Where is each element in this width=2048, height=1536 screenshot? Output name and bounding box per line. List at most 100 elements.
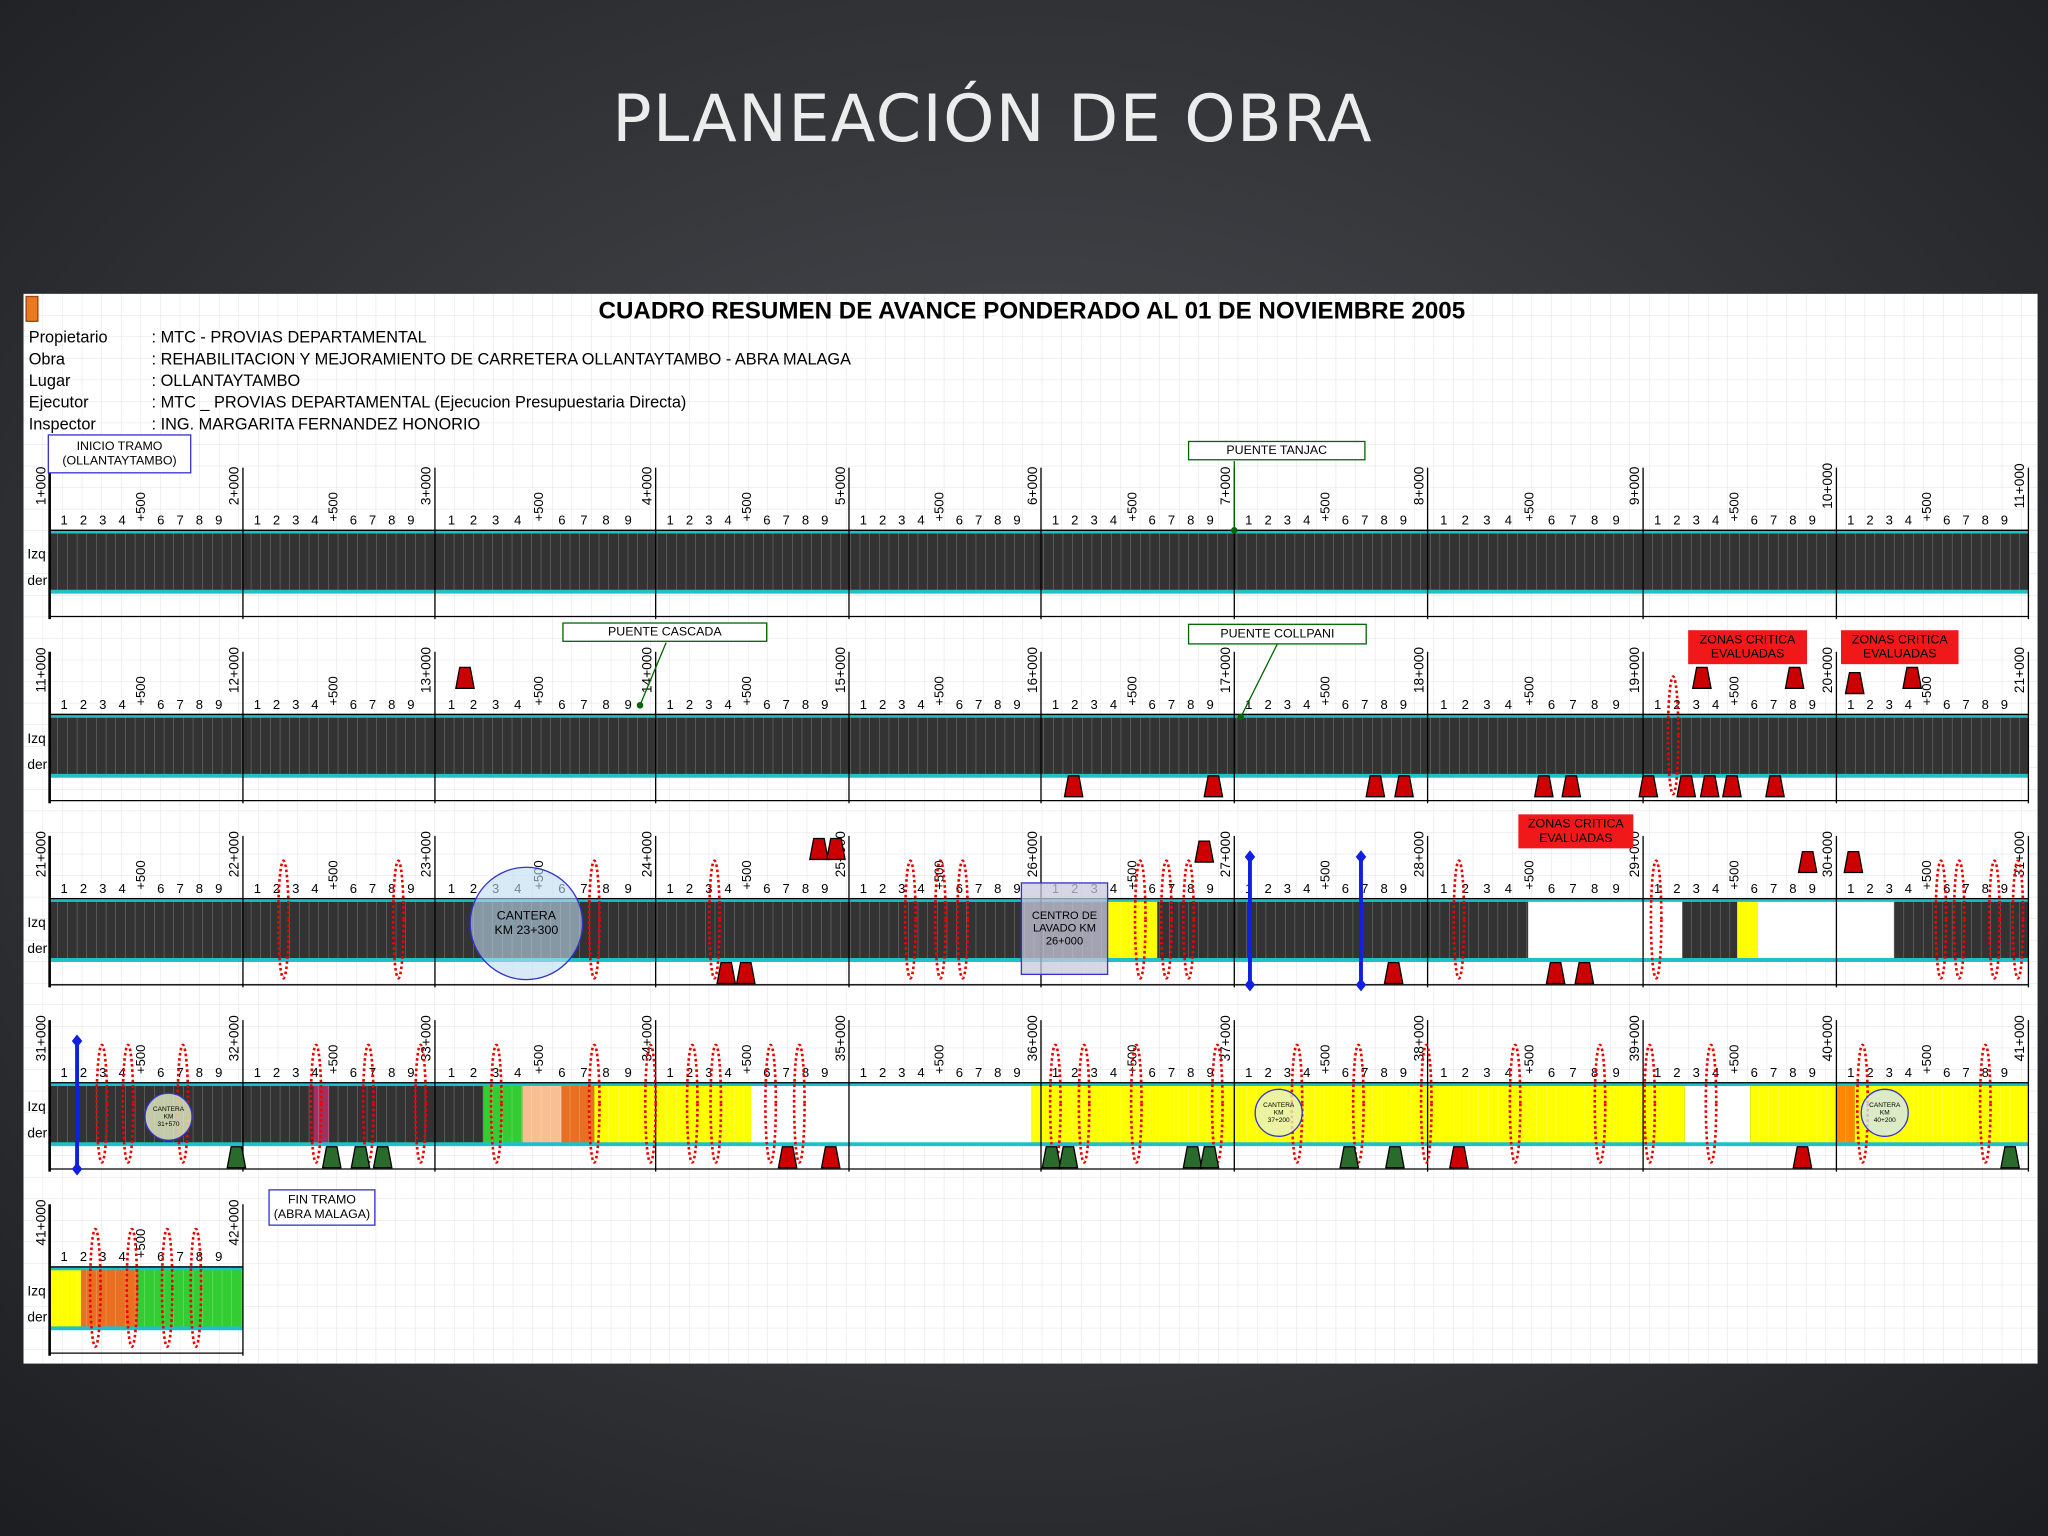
sub-tick: 7 [176,1065,183,1080]
sub-tick: 4 [917,1065,924,1080]
sign-marker [1339,1146,1360,1169]
sub-tick: 2 [1264,697,1271,712]
annotation-arrow [1240,643,1278,718]
sub-tick: 1 [1440,697,1447,712]
sub-tick: 4 [1110,513,1117,528]
annotation-text: ZONAS CRITICA [1528,816,1624,830]
sub-tick: 9 [1013,881,1020,896]
sub-tick: 1 [1245,697,1252,712]
sub-tick: 2 [1866,697,1873,712]
sub-tick: 4 [1303,697,1310,712]
sub-tick: 3 [1693,513,1700,528]
sub-tick: 7 [1569,1065,1576,1080]
zone-marker [1452,859,1466,980]
zone-marker [309,1043,323,1164]
sub-tick: 7 [580,881,587,896]
km-label: 17+000 [1218,647,1233,693]
sub-tick: 3 [1886,1065,1893,1080]
annotation-circle [1254,1088,1303,1137]
sub-tick: 8 [1591,697,1598,712]
sub-tick: 2 [80,1249,87,1264]
sub-tick: 6 [157,697,164,712]
sub-tick: 6 [1342,513,1349,528]
sub-tick: 2 [1462,513,1469,528]
sign-marker [735,961,756,985]
sub-tick: 6 [157,513,164,528]
sub-tick: +500 [932,860,947,889]
sub-tick: 9 [407,881,414,896]
sub-tick: 1 [60,1249,67,1264]
sub-tick: 3 [1091,513,1098,528]
sub-tick: +500 [1521,860,1536,889]
sub-tick: 1 [1654,513,1661,528]
zone-marker [709,1043,723,1164]
sub-tick: 4 [514,1065,521,1080]
sub-tick: 8 [388,697,395,712]
zone-marker [1182,859,1196,980]
annotation-box [1020,882,1109,976]
sub-tick: 4 [1905,513,1912,528]
zone-marker [587,859,601,980]
sub-tick: 2 [273,697,280,712]
annotation-text: CANTERA [1263,1102,1295,1109]
annotation-circle [469,866,584,981]
sub-tick: 3 [1693,881,1700,896]
sub-tick: 2 [1462,1065,1469,1080]
side-label: der [27,573,47,588]
sub-tick: 9 [407,513,414,528]
sub-tick: 3 [898,1065,905,1080]
sign-marker [825,837,846,861]
km-label: 1+000 [33,466,48,505]
sub-tick: 9 [1613,697,1620,712]
info-value: : REHABILITACION Y MEJORAMIENTO DE CARRE… [152,350,852,368]
sub-tick: 7 [369,881,376,896]
sub-tick: 8 [994,697,1001,712]
sub-tick: +500 [739,676,754,705]
km-label: 22+000 [227,831,242,877]
sub-tick: +500 [739,492,754,521]
km-label: 19+000 [1627,647,1642,693]
sub-tick: +500 [1726,1045,1741,1074]
sign-marker [1199,1146,1220,1169]
sub-tick: 2 [80,1065,87,1080]
sub-tick: 4 [917,881,924,896]
sub-tick: 4 [1110,881,1117,896]
sub-tick: 9 [624,881,631,896]
sub-tick: 6 [1148,1065,1155,1080]
sub-tick: 3 [1091,697,1098,712]
km-label: 24+000 [639,831,654,877]
sub-tick: 7 [1962,513,1969,528]
annotation-text: PUENTE COLLPANI [1220,626,1334,640]
sub-tick: 6 [157,1065,164,1080]
sub-tick: 3 [898,881,905,896]
sub-tick: 9 [407,1065,414,1080]
info-value: : MTC - PROVIAS DEPARTAMENTAL [152,329,427,347]
zone-marker [587,1043,601,1164]
sub-tick: +500 [932,1045,947,1074]
sign-marker [1365,775,1386,798]
annotation-text: CANTERA [497,909,557,923]
km-label: 38+000 [1411,1015,1426,1061]
sub-tick: 8 [1789,881,1796,896]
km-label: 36+000 [1025,1015,1040,1061]
side-label: der [27,1125,47,1140]
info-label: Propietario [29,329,108,347]
sign-marker [1533,775,1554,798]
zone-marker [160,1227,174,1348]
km-label: 12+000 [227,647,242,693]
sign-marker [1394,775,1415,798]
sub-tick: 7 [1361,1065,1368,1080]
sub-tick: 7 [1770,513,1777,528]
sub-tick: 6 [1943,1065,1950,1080]
info-label: Ejecutor [29,394,89,412]
sub-tick: 6 [763,513,770,528]
sub-tick: 9 [624,697,631,712]
side-label: der [27,1310,47,1325]
sub-tick: 3 [1483,881,1490,896]
sub-tick: 3 [1483,513,1490,528]
annotation-text: ZONAS CRITICA [1852,632,1948,646]
sub-tick: +500 [531,676,546,705]
sub-tick: 3 [1886,881,1893,896]
sub-tick: +500 [1919,860,1934,889]
